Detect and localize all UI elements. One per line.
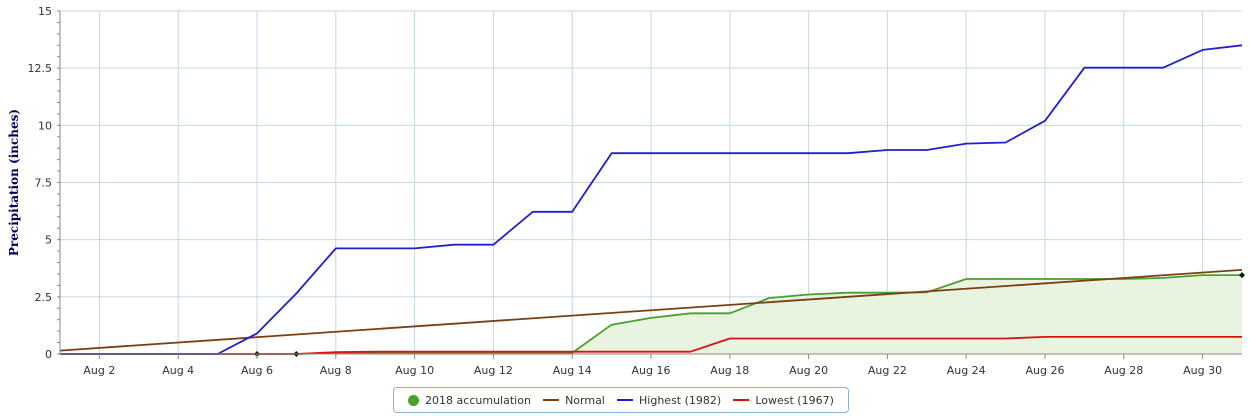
legend-label: Highest (1982) <box>639 393 722 407</box>
x-tick-label: Aug 16 <box>632 364 671 377</box>
x-tick-label: Aug 2 <box>83 364 115 377</box>
data-point-marker <box>1239 272 1245 279</box>
legend-label: Normal <box>565 393 605 407</box>
x-tick-label: Aug 24 <box>947 364 986 377</box>
x-tick-label: Aug 18 <box>710 364 749 377</box>
legend-label: Lowest (1967) <box>755 393 834 407</box>
x-tick-label: Aug 30 <box>1183 364 1222 377</box>
x-tick-label: Aug 22 <box>868 364 907 377</box>
legend-item[interactable]: 2018 accumulation <box>408 394 531 407</box>
x-tick-label: Aug 14 <box>553 364 592 377</box>
legend-item[interactable]: Highest (1982) <box>617 394 721 407</box>
y-tick-label: 10 <box>38 119 52 132</box>
y-tick-label: 12.5 <box>28 62 53 75</box>
legend-line-icon <box>617 399 634 401</box>
x-tick-label: Aug 4 <box>162 364 194 377</box>
y-tick-label: 15 <box>38 5 52 18</box>
series-area-0 <box>60 275 1242 354</box>
y-tick-label: 5 <box>45 234 52 247</box>
legend-label: 2018 accumulation <box>425 393 531 407</box>
area-fills <box>60 275 1242 354</box>
x-tick-label: Aug 26 <box>1026 364 1065 377</box>
legend-dot-icon <box>408 394 420 406</box>
x-tick-label: Aug 20 <box>789 364 828 377</box>
legend-line-icon <box>733 399 750 401</box>
legend-line-icon <box>543 399 560 401</box>
x-tick-label: Aug 12 <box>474 364 513 377</box>
legend: 2018 accumulation Normal Highest (1982) Low… <box>393 387 849 413</box>
series-line-1[interactable] <box>59 269 1243 352</box>
y-tick-label: 0 <box>45 348 52 361</box>
x-tick-label: Aug 8 <box>320 364 352 377</box>
y-tick-label: 7.5 <box>35 177 53 190</box>
x-tick-label: Aug 10 <box>395 364 434 377</box>
y-tick-label: 2.5 <box>35 291 53 304</box>
legend-item[interactable]: Lowest (1967) <box>733 394 834 407</box>
plot-area: 0 2.5 5 7.5 10 12.5 15 Aug 2 Aug 4 Aug 6 Aug 8 Aug … <box>7 5 1245 377</box>
legend-item[interactable]: Normal <box>543 394 605 407</box>
x-tick-label: Aug 6 <box>241 364 273 377</box>
axes: 0 2.5 5 7.5 10 12.5 15 Aug 2 Aug 4 Aug 6 Aug 8 Aug … <box>28 5 1242 377</box>
y-axis-label: Precipitation (inches) <box>7 109 21 256</box>
series-line-2[interactable] <box>60 44 1243 355</box>
x-tick-label: Aug 28 <box>1104 364 1143 377</box>
